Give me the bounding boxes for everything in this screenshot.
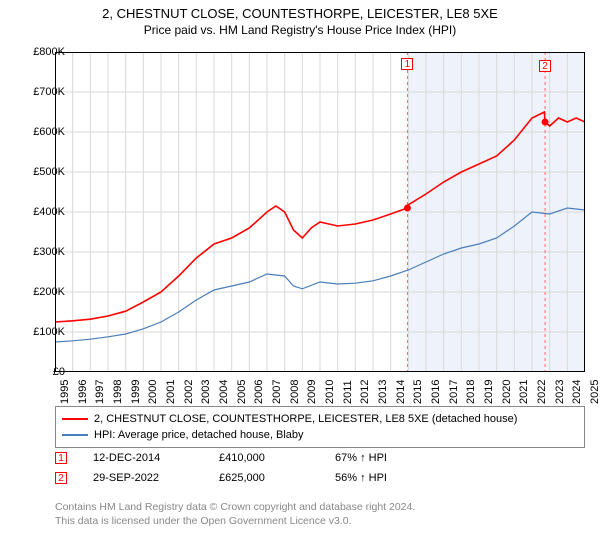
footer-line: Contains HM Land Registry data © Crown c… [55, 500, 585, 514]
sale-marker-box: 1 [401, 58, 413, 70]
x-tick-label: 2005 [236, 380, 248, 404]
sale-marker-icon: 1 [55, 452, 67, 464]
x-tick-label: 2012 [359, 380, 371, 404]
sale-price: £625,000 [219, 472, 309, 484]
y-tick-label: £400K [33, 206, 65, 218]
sale-row: 2 29-SEP-2022 £625,000 56% ↑ HPI [55, 468, 585, 488]
x-tick-label: 2015 [412, 380, 424, 404]
x-tick-label: 2021 [518, 380, 530, 404]
legend-swatch [62, 434, 88, 436]
x-tick-label: 2017 [448, 380, 460, 404]
footer-line: This data is licensed under the Open Gov… [55, 514, 585, 528]
y-tick-label: £600K [33, 126, 65, 138]
x-tick-label: 1998 [112, 380, 124, 404]
x-tick-label: 1996 [77, 380, 89, 404]
x-tick-label: 2002 [183, 380, 195, 404]
legend-label: 2, CHESTNUT CLOSE, COUNTESTHORPE, LEICES… [94, 413, 517, 425]
sale-marker-icon: 2 [55, 472, 67, 484]
x-tick-label: 2007 [271, 380, 283, 404]
x-tick-label: 2009 [306, 380, 318, 404]
x-tick-label: 2025 [589, 380, 600, 404]
x-tick-label: 2006 [253, 380, 265, 404]
x-tick-label: 2003 [200, 380, 212, 404]
legend-swatch [62, 418, 88, 420]
x-tick-label: 2010 [324, 380, 336, 404]
x-tick-label: 2013 [377, 380, 389, 404]
y-tick-label: £800K [33, 46, 65, 58]
x-tick-label: 2024 [571, 380, 583, 404]
sale-price: £410,000 [219, 452, 309, 464]
x-tick-label: 1997 [94, 380, 106, 404]
x-tick-label: 2008 [289, 380, 301, 404]
y-tick-label: £500K [33, 166, 65, 178]
y-tick-label: £0 [53, 366, 65, 378]
x-tick-label: 1999 [130, 380, 142, 404]
x-tick-label: 1995 [59, 380, 71, 404]
y-tick-label: £300K [33, 246, 65, 258]
chart-area [55, 52, 585, 372]
y-tick-label: £700K [33, 86, 65, 98]
sale-marker-box: 2 [539, 60, 551, 72]
legend-row: HPI: Average price, detached house, Blab… [62, 427, 578, 443]
x-tick-label: 2016 [430, 380, 442, 404]
y-tick-label: £100K [33, 326, 65, 338]
legend-label: HPI: Average price, detached house, Blab… [94, 429, 304, 441]
x-tick-label: 2019 [483, 380, 495, 404]
x-tick-label: 2020 [501, 380, 513, 404]
sale-pct: 56% ↑ HPI [335, 472, 387, 484]
legend-box: 2, CHESTNUT CLOSE, COUNTESTHORPE, LEICES… [55, 406, 585, 448]
x-tick-label: 2004 [218, 380, 230, 404]
chart-titles: 2, CHESTNUT CLOSE, COUNTESTHORPE, LEICES… [0, 0, 600, 37]
sales-table: 1 12-DEC-2014 £410,000 67% ↑ HPI 2 29-SE… [55, 448, 585, 488]
x-tick-label: 2014 [395, 380, 407, 404]
chart-svg [55, 52, 585, 372]
sale-pct: 67% ↑ HPI [335, 452, 387, 464]
legend-row: 2, CHESTNUT CLOSE, COUNTESTHORPE, LEICES… [62, 411, 578, 427]
footer-attribution: Contains HM Land Registry data © Crown c… [55, 500, 585, 528]
x-tick-label: 2018 [465, 380, 477, 404]
sale-date: 29-SEP-2022 [93, 472, 193, 484]
x-tick-label: 2023 [554, 380, 566, 404]
sale-date: 12-DEC-2014 [93, 452, 193, 464]
x-tick-label: 2001 [165, 380, 177, 404]
title-line-2: Price paid vs. HM Land Registry's House … [0, 23, 600, 37]
x-tick-label: 2022 [536, 380, 548, 404]
title-line-1: 2, CHESTNUT CLOSE, COUNTESTHORPE, LEICES… [0, 6, 600, 21]
sale-row: 1 12-DEC-2014 £410,000 67% ↑ HPI [55, 448, 585, 468]
y-tick-label: £200K [33, 286, 65, 298]
x-tick-label: 2011 [342, 380, 354, 404]
x-tick-label: 2000 [147, 380, 159, 404]
